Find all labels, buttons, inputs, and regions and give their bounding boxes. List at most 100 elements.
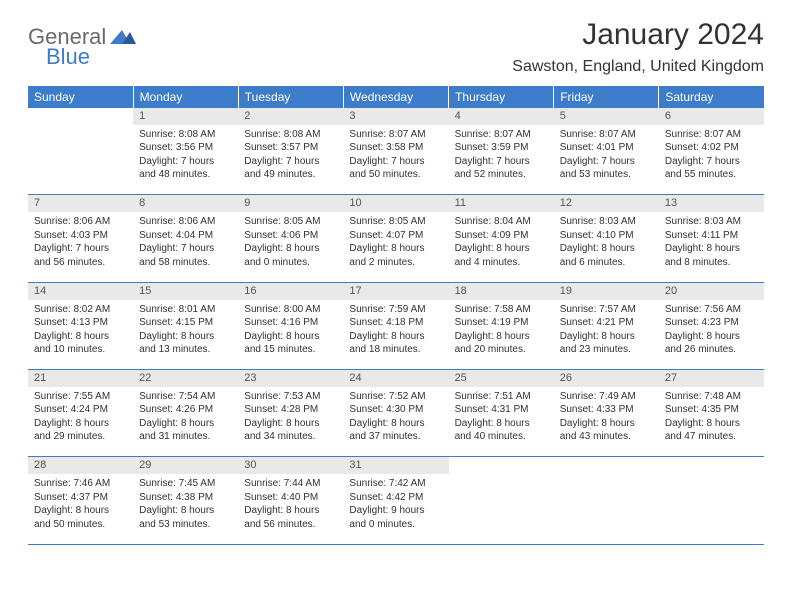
day-number: 8	[133, 195, 238, 212]
daylight-text: Daylight: 8 hours	[455, 330, 548, 344]
daylight-text: Daylight: 7 hours	[560, 155, 653, 169]
day-number: 27	[659, 370, 764, 387]
daylight-text: and 4 minutes.	[455, 256, 548, 270]
sunset-text: Sunset: 4:04 PM	[139, 229, 232, 243]
sunset-text: Sunset: 4:35 PM	[665, 403, 758, 417]
sunset-text: Sunset: 4:42 PM	[349, 491, 442, 505]
sunset-text: Sunset: 4:19 PM	[455, 316, 548, 330]
daylight-text: Daylight: 8 hours	[665, 417, 758, 431]
sunset-text: Sunset: 4:30 PM	[349, 403, 442, 417]
day-cell: Sunrise: 7:49 AMSunset: 4:33 PMDaylight:…	[554, 387, 659, 457]
daylight-text: and 50 minutes.	[34, 518, 127, 532]
day-number: 21	[28, 370, 133, 387]
daylight-text: Daylight: 8 hours	[244, 242, 337, 256]
daylight-text: and 52 minutes.	[455, 168, 548, 182]
daylight-text: and 8 minutes.	[665, 256, 758, 270]
daylight-text: Daylight: 7 hours	[34, 242, 127, 256]
daylight-text: and 15 minutes.	[244, 343, 337, 357]
day-cell: Sunrise: 8:02 AMSunset: 4:13 PMDaylight:…	[28, 300, 133, 370]
day-cell: Sunrise: 8:04 AMSunset: 4:09 PMDaylight:…	[449, 212, 554, 282]
weekday-header: Sunday	[28, 86, 133, 108]
sunrise-text: Sunrise: 8:08 AM	[244, 128, 337, 142]
day-number: 30	[238, 457, 343, 474]
day-number: 4	[449, 108, 554, 125]
daylight-text: and 10 minutes.	[34, 343, 127, 357]
week-row: Sunrise: 7:46 AMSunset: 4:37 PMDaylight:…	[28, 474, 764, 544]
sunset-text: Sunset: 4:38 PM	[139, 491, 232, 505]
daylight-text: Daylight: 8 hours	[665, 242, 758, 256]
day-cell: Sunrise: 8:08 AMSunset: 3:57 PMDaylight:…	[238, 125, 343, 195]
daylight-text: Daylight: 8 hours	[34, 504, 127, 518]
daylight-text: Daylight: 8 hours	[139, 330, 232, 344]
header: General Blue January 2024 Sawston, Engla…	[28, 18, 764, 76]
sunrise-text: Sunrise: 8:06 AM	[34, 215, 127, 229]
day-number: 6	[659, 108, 764, 125]
sunrise-text: Sunrise: 8:03 AM	[560, 215, 653, 229]
daylight-text: Daylight: 8 hours	[455, 417, 548, 431]
sunset-text: Sunset: 4:31 PM	[455, 403, 548, 417]
weekday-header: Thursday	[449, 86, 554, 108]
daylight-text: Daylight: 8 hours	[349, 242, 442, 256]
weekday-header: Monday	[133, 86, 238, 108]
sunset-text: Sunset: 4:33 PM	[560, 403, 653, 417]
sunrise-text: Sunrise: 8:00 AM	[244, 303, 337, 317]
day-cell: Sunrise: 7:54 AMSunset: 4:26 PMDaylight:…	[133, 387, 238, 457]
day-cell: Sunrise: 8:00 AMSunset: 4:16 PMDaylight:…	[238, 300, 343, 370]
day-number: 26	[554, 370, 659, 387]
daylight-text: and 34 minutes.	[244, 430, 337, 444]
day-number-row: 28293031	[28, 457, 764, 474]
day-cell: Sunrise: 8:03 AMSunset: 4:11 PMDaylight:…	[659, 212, 764, 282]
daylight-text: Daylight: 8 hours	[34, 330, 127, 344]
daylight-text: Daylight: 8 hours	[455, 242, 548, 256]
sunrise-text: Sunrise: 7:55 AM	[34, 390, 127, 404]
sunset-text: Sunset: 4:03 PM	[34, 229, 127, 243]
daylight-text: Daylight: 9 hours	[349, 504, 442, 518]
sunset-text: Sunset: 4:02 PM	[665, 141, 758, 155]
daylight-text: Daylight: 7 hours	[139, 242, 232, 256]
sunset-text: Sunset: 4:11 PM	[665, 229, 758, 243]
sunset-text: Sunset: 4:15 PM	[139, 316, 232, 330]
sunrise-text: Sunrise: 7:46 AM	[34, 477, 127, 491]
daylight-text: Daylight: 8 hours	[244, 417, 337, 431]
sunrise-text: Sunrise: 7:57 AM	[560, 303, 653, 317]
daylight-text: and 6 minutes.	[560, 256, 653, 270]
daylight-text: and 31 minutes.	[139, 430, 232, 444]
weekday-header-row: Sunday Monday Tuesday Wednesday Thursday…	[28, 86, 764, 108]
sunset-text: Sunset: 4:28 PM	[244, 403, 337, 417]
daylight-text: and 43 minutes.	[560, 430, 653, 444]
sunset-text: Sunset: 4:06 PM	[244, 229, 337, 243]
day-number: 23	[238, 370, 343, 387]
day-cell: Sunrise: 8:07 AMSunset: 3:58 PMDaylight:…	[343, 125, 448, 195]
day-cell: Sunrise: 8:01 AMSunset: 4:15 PMDaylight:…	[133, 300, 238, 370]
daylight-text: and 29 minutes.	[34, 430, 127, 444]
day-cell	[449, 474, 554, 544]
sunset-text: Sunset: 4:40 PM	[244, 491, 337, 505]
day-number: 3	[343, 108, 448, 125]
day-number: 19	[554, 282, 659, 299]
daylight-text: Daylight: 8 hours	[560, 330, 653, 344]
daylight-text: and 49 minutes.	[244, 168, 337, 182]
day-number: 7	[28, 195, 133, 212]
sunset-text: Sunset: 4:09 PM	[455, 229, 548, 243]
daylight-text: Daylight: 7 hours	[244, 155, 337, 169]
day-number: 13	[659, 195, 764, 212]
day-number: 10	[343, 195, 448, 212]
sunrise-text: Sunrise: 7:56 AM	[665, 303, 758, 317]
sunset-text: Sunset: 3:59 PM	[455, 141, 548, 155]
sunset-text: Sunset: 4:13 PM	[34, 316, 127, 330]
day-number-row: 14151617181920	[28, 282, 764, 299]
day-cell: Sunrise: 7:44 AMSunset: 4:40 PMDaylight:…	[238, 474, 343, 544]
daylight-text: and 40 minutes.	[455, 430, 548, 444]
daylight-text: and 53 minutes.	[139, 518, 232, 532]
sunset-text: Sunset: 4:16 PM	[244, 316, 337, 330]
daylight-text: Daylight: 8 hours	[349, 417, 442, 431]
sunrise-text: Sunrise: 8:08 AM	[139, 128, 232, 142]
sunrise-text: Sunrise: 7:45 AM	[139, 477, 232, 491]
day-cell: Sunrise: 7:53 AMSunset: 4:28 PMDaylight:…	[238, 387, 343, 457]
sunrise-text: Sunrise: 7:42 AM	[349, 477, 442, 491]
sunset-text: Sunset: 4:26 PM	[139, 403, 232, 417]
month-title: January 2024	[512, 18, 764, 52]
day-number: 18	[449, 282, 554, 299]
daylight-text: and 18 minutes.	[349, 343, 442, 357]
logo-mark-icon	[110, 26, 136, 49]
